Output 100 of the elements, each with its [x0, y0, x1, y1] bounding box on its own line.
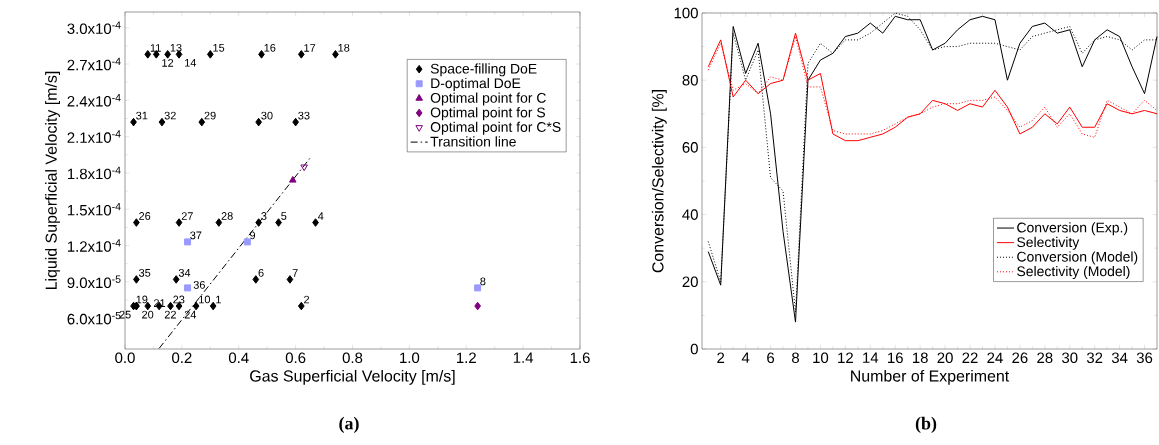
y-tick-label: 9.0x10$^{-5}$ — [67, 275, 121, 289]
annotation: 13 — [170, 43, 182, 52]
x-tick-label: 1.0 — [400, 352, 420, 364]
annotation: 14 — [185, 59, 197, 67]
legend-label: Conversion (Exp.) — [1017, 222, 1128, 236]
x-tick-label: 1.6 — [570, 352, 590, 364]
y-tick-label: 100 — [674, 7, 698, 19]
y-tick-label: 40 — [682, 209, 698, 220]
point — [474, 301, 481, 311]
legend-label: Transition line — [430, 136, 516, 147]
text: (a) — [339, 416, 359, 434]
x-tick-label: 2 — [717, 352, 725, 363]
y-tick-label: 1.2x10$^{-4}$ — [67, 239, 121, 252]
annotation: 24 — [184, 310, 197, 319]
annotation: 17 — [304, 44, 316, 52]
point — [255, 218, 262, 227]
annotation: 36 — [193, 281, 205, 289]
x-tick-label: 28 — [1037, 352, 1053, 364]
x-tick-label: 24 — [987, 352, 1003, 363]
x-tick-label: 0.0 — [115, 352, 135, 364]
y-axis-title: Conversion/Selectivity [%] — [651, 90, 667, 273]
x-tick-label: 10 — [813, 352, 829, 364]
point — [474, 284, 482, 292]
text: (b) — [915, 416, 937, 434]
y-tick-label: 80 — [682, 74, 698, 86]
y-tick-label: 60 — [682, 142, 698, 153]
point — [292, 117, 299, 127]
annotation: 5 — [281, 212, 287, 220]
point — [215, 218, 223, 227]
x-tick-label: 22 — [962, 352, 978, 363]
annotation: 19 — [136, 295, 148, 304]
y-tick-label: 0 — [690, 343, 698, 355]
annotation: 32 — [164, 111, 176, 120]
annotation: 33 — [298, 111, 310, 120]
annotation: 29 — [204, 111, 216, 120]
point — [192, 301, 200, 311]
legend-label: Selectivity (Model) — [1017, 266, 1130, 280]
point — [252, 275, 260, 284]
point — [172, 275, 180, 284]
legend-label: D-optimal DoE — [431, 77, 521, 91]
x-tick-label: 12 — [838, 352, 853, 363]
x-tick-label: 1.4 — [513, 352, 534, 363]
annotation: 8 — [480, 277, 486, 286]
point — [198, 117, 206, 127]
x-tick-label: 0.4 — [228, 352, 249, 364]
legend-label: Optimal point for S — [430, 107, 546, 121]
y-tick-label: 2.4x10$^{-4}$ — [67, 94, 121, 107]
point — [184, 238, 192, 246]
annotation: 15 — [213, 44, 225, 52]
legend-label: Optimal point for C*S — [430, 121, 561, 135]
x-tick-label: 14 — [863, 352, 879, 363]
x-tick-label: 32 — [1086, 352, 1103, 364]
point — [312, 218, 319, 227]
y-axis-title: Liquid Superficial Velocity [m/s] — [45, 71, 60, 290]
point — [130, 117, 137, 127]
x-axis-title: Number of Experiment — [851, 369, 1010, 385]
annotation: 7 — [292, 269, 298, 277]
legend-label: Optimal point for C — [430, 92, 546, 106]
x-tick-label: 0.2 — [172, 352, 192, 364]
annotation: 37 — [190, 231, 202, 240]
x-tick-label: 0.6 — [285, 352, 306, 364]
point — [158, 117, 166, 127]
x-tick-label: 30 — [1062, 352, 1078, 364]
annotation: 22 — [164, 310, 176, 319]
x-tick-label: 4 — [741, 352, 750, 363]
x-tick-label: 1.2 — [457, 352, 476, 363]
point — [144, 50, 152, 59]
annotation: 34 — [178, 268, 191, 277]
x-tick-label: 36 — [1136, 352, 1153, 364]
annotation: 31 — [136, 111, 148, 120]
legend-label: Selectivity — [1017, 236, 1080, 250]
annotation: 6 — [258, 268, 264, 277]
x-axis-title: Gas Superficial Velocity [m/s] — [250, 369, 455, 385]
point — [258, 50, 265, 59]
x-tick-label: 18 — [912, 352, 928, 364]
point — [164, 50, 171, 59]
point — [297, 50, 305, 59]
point — [209, 301, 217, 311]
annotation: 9 — [249, 231, 256, 240]
x-tick-label: 6 — [767, 352, 775, 364]
point — [297, 301, 305, 311]
x-tick-label: 20 — [937, 352, 953, 364]
annotation: 12 — [162, 59, 174, 67]
annotation: 26 — [139, 212, 151, 220]
annotation: 3 — [261, 212, 267, 220]
y-tick-label: 6.0x10$^{-5}$ — [67, 311, 121, 325]
y-tick-label: 1.5x10$^{-4}$ — [67, 202, 121, 216]
annotation: 1 — [216, 295, 221, 304]
annotation: 20 — [142, 310, 154, 319]
annotation: 11 — [150, 44, 161, 52]
y-tick-label: 2.1x10$^{-4}$ — [67, 130, 121, 143]
y-tick-label: 2.7x10$^{-4}$ — [67, 57, 121, 71]
x-tick-label: 34 — [1111, 352, 1128, 364]
point — [133, 275, 140, 284]
point — [289, 175, 297, 183]
point — [175, 218, 183, 227]
annotation: 23 — [173, 295, 185, 304]
point — [255, 117, 262, 127]
point — [133, 218, 140, 227]
point — [300, 164, 308, 172]
